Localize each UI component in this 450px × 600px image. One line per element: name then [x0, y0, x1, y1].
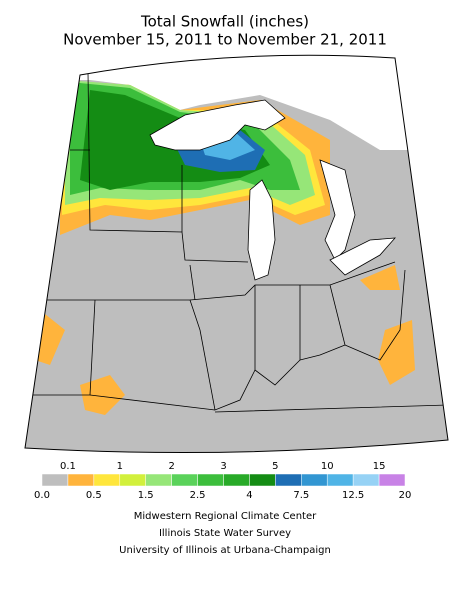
legend-label: 0.5 [86, 490, 102, 501]
legend-label: 0.1 [60, 461, 76, 472]
legend-swatch [301, 473, 328, 487]
legend-label: 3 [220, 461, 226, 472]
legend-label: 15 [373, 461, 386, 472]
legend-label: 1.5 [138, 490, 154, 501]
legend-swatch [41, 473, 69, 487]
legend-label: 5 [272, 461, 278, 472]
legend: 0.0 0.1 0.5 1 1.5 2 2.5 3 4 5 7.5 10 12.5 15 20 [34, 461, 411, 501]
credit-line: Illinois State Water Survey [159, 528, 291, 539]
legend-label: 4 [246, 490, 252, 501]
legend-label: 2 [168, 461, 174, 472]
legend-label: 0.0 [34, 490, 50, 501]
legend-swatch [249, 473, 276, 487]
legend-swatch [171, 473, 198, 487]
legend-label: 10 [321, 461, 334, 472]
legend-label: 2.5 [190, 490, 206, 501]
legend-label: 7.5 [293, 490, 309, 501]
map [25, 55, 448, 453]
legend-swatch [352, 473, 380, 487]
credit-line: University of Illinois at Urbana-Champai… [119, 545, 331, 556]
legend-swatch [67, 473, 95, 487]
map-frame [24, 54, 449, 453]
legend-swatch [93, 473, 121, 487]
legend-swatch [223, 473, 250, 487]
title: Total Snowfall (inches) [140, 13, 309, 31]
legend-swatch [378, 473, 406, 487]
legend-label: 12.5 [342, 490, 364, 501]
legend-label: 1 [117, 461, 123, 472]
credit-line: Midwestern Regional Climate Center [134, 511, 317, 522]
legend-swatch [119, 473, 146, 487]
legend-swatch [197, 473, 224, 487]
legend-swatch [275, 473, 302, 487]
legend-label: 20 [399, 490, 412, 501]
legend-swatch [326, 473, 354, 487]
subtitle: November 15, 2011 to November 21, 2011 [63, 31, 387, 49]
legend-swatch [145, 473, 172, 487]
